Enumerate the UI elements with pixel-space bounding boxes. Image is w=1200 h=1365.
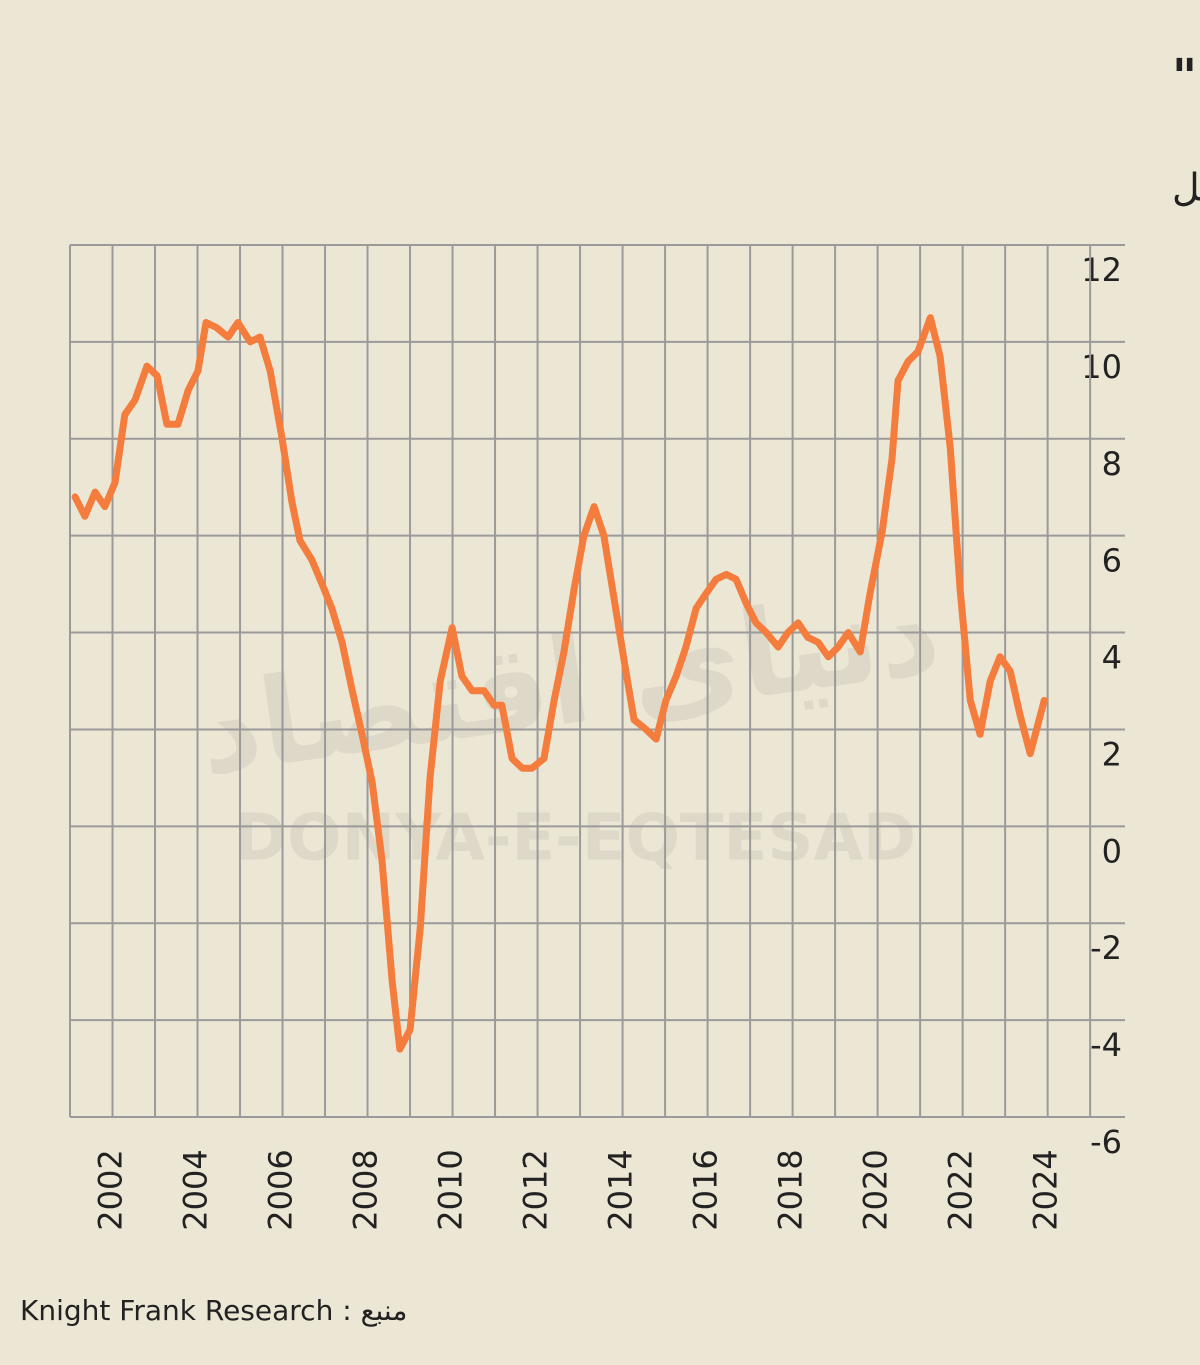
x-tick-label: 2002 (92, 1149, 130, 1230)
x-tick-label: 2004 (177, 1149, 215, 1230)
x-tick-label: 2012 (517, 1149, 555, 1230)
chart-subtitle: درصد تغییر سالانه شاخص کل (1172, 166, 1200, 211)
y-tick-label: -4 (1090, 1026, 1122, 1064)
source: منبع : Knight Frank Research (20, 1294, 407, 1327)
y-tick-label: -6 (1090, 1123, 1122, 1161)
y-tick-label: 2 (1102, 735, 1122, 773)
x-tick-label: 2024 (1027, 1149, 1065, 1230)
x-tick-label: 2008 (347, 1149, 385, 1230)
watermark: DONYA-E-EQTESAD (234, 802, 916, 876)
x-tick-label: 2020 (857, 1149, 895, 1230)
y-tick-label: -2 (1090, 929, 1122, 967)
x-tick-label: 2006 (262, 1149, 300, 1230)
y-tick-label: 12 (1081, 251, 1122, 289)
y-tick-label: 10 (1081, 348, 1122, 386)
y-tick-label: 4 (1102, 639, 1122, 677)
y-tick-label: 0 (1102, 832, 1122, 870)
y-tick-label: 6 (1102, 542, 1122, 580)
x-tick-label: 2022 (942, 1149, 980, 1230)
y-tick-label: 8 (1102, 445, 1122, 483)
x-tick-label: 2010 (432, 1149, 470, 1230)
x-tick-label: 2014 (602, 1149, 640, 1230)
x-tick-label: 2018 (772, 1149, 810, 1230)
x-tick-label: 2016 (687, 1149, 725, 1230)
chart-title: شاخص جهانی قیمت مسکن " نایت فرانک" (1172, 49, 1200, 105)
data-line (71, 314, 1048, 1053)
